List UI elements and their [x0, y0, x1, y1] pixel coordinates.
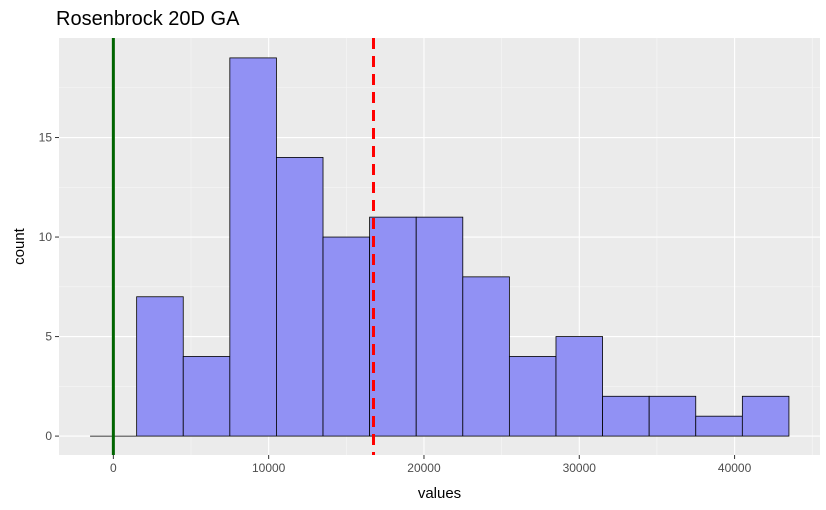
x-tick-label: 20000	[407, 461, 441, 475]
histogram-bar	[322, 236, 371, 437]
x-tick-label: 40000	[718, 461, 752, 475]
reference-lines	[111, 38, 375, 455]
y-tick-label: 15	[39, 131, 53, 145]
axes: 0 10000 20000 30000 40000 0 5 10 15	[39, 131, 752, 475]
y-tick-label: 10	[39, 230, 53, 244]
y-tick-label: 5	[45, 330, 52, 344]
histogram-bar	[462, 276, 510, 437]
y-axis-title: count	[11, 227, 28, 265]
chart-title: Rosenbrock 20D GA	[56, 8, 240, 30]
x-tick-label: 0	[110, 461, 117, 475]
x-axis-title: values	[418, 485, 461, 502]
x-tick-label: 30000	[563, 461, 597, 475]
histogram-bars	[90, 57, 790, 437]
histogram-bar	[741, 395, 790, 437]
histogram-bar	[508, 356, 557, 437]
histogram-bar	[555, 336, 603, 437]
histogram-bar	[136, 296, 184, 437]
histogram-bar	[602, 395, 650, 437]
histogram-bar	[229, 57, 277, 437]
histogram-bar	[415, 216, 464, 437]
histogram-bar	[369, 216, 417, 437]
histogram-bar	[182, 356, 231, 437]
histogram-bar	[648, 395, 697, 437]
x-tick-label: 10000	[252, 461, 286, 475]
y-tick-label: 0	[45, 429, 52, 443]
histogram-bar	[276, 157, 324, 437]
histogram-bar	[695, 415, 743, 437]
